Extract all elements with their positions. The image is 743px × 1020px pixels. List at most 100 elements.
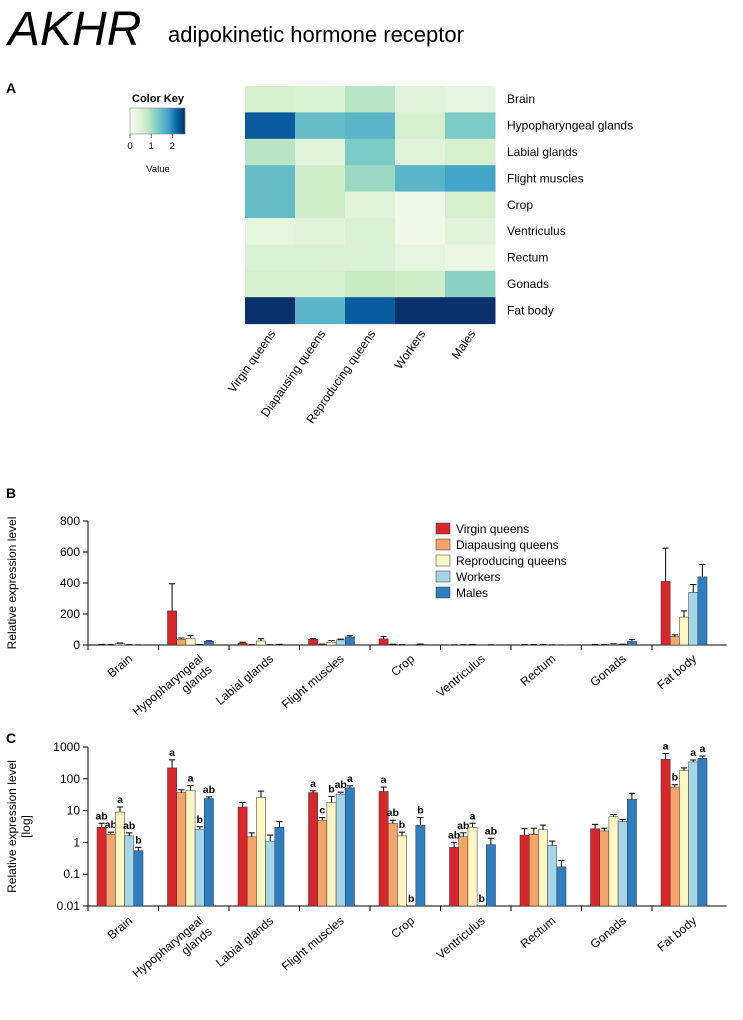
- bar-fat-body-workers: [688, 761, 699, 907]
- heatmap-cell-flight-muscles-diapausing-queens: [295, 165, 346, 193]
- heatmap-cell-gonads-males: [445, 270, 496, 298]
- significance-letter: c: [319, 805, 325, 817]
- color-key-tick-label: 1: [149, 141, 154, 152]
- bar-brain-reproducing-queens: [115, 643, 125, 646]
- color-key-gradient-step: [182, 108, 184, 134]
- bar-flight-muscles-virgin-queens: [308, 792, 318, 907]
- color-key-gradient-step: [136, 108, 138, 134]
- heatmap-cell-gonads-virgin-queens: [245, 270, 296, 298]
- bar-labial-glands-virgin-queens: [237, 806, 248, 907]
- heatmap-column-label: Virgin queens: [225, 327, 278, 395]
- heatmap-column-label: Workers: [391, 327, 428, 371]
- heatmap-cell-flight-muscles-reproducing-queens: [345, 165, 396, 193]
- x-tick-label-line: Ventriculus: [434, 652, 488, 700]
- color-key-gradient-step: [183, 108, 185, 134]
- heatmap-cell-rectum-virgin-queens: [245, 244, 296, 272]
- x-tick-label: Brain: [105, 652, 135, 681]
- x-tick-label-line: Crop: [388, 913, 417, 941]
- heatmap-cell-rectum-diapausing-queens: [295, 244, 346, 272]
- color-key-gradient-step: [181, 108, 183, 134]
- legend-label: Reproducing queens: [456, 554, 567, 568]
- heatmap-cell-rectum-workers: [395, 244, 446, 272]
- color-key-gradient-step: [156, 108, 158, 134]
- color-key-gradient-step: [170, 108, 172, 134]
- heatmap-cell-fat-body-males: [445, 297, 496, 325]
- x-tick-label-line: Gonads: [587, 652, 628, 690]
- color-key-gradient-step: [139, 108, 141, 134]
- bar-chart-log: 0.01 0.1 1 10 100 1000 Relative expression lev…: [5, 740, 727, 980]
- bar-ventriculus-males: [486, 844, 496, 907]
- x-tick-label: Labial glands: [213, 914, 276, 970]
- y-tick-label: 1: [73, 835, 80, 849]
- x-tick-label-line: Flight muscles: [279, 914, 347, 974]
- bar-labial-glands-workers: [265, 840, 276, 907]
- color-key-gradient-step: [137, 108, 139, 134]
- color-key-gradient-step: [152, 108, 154, 134]
- gene-description: adipokinetic hormone receptor: [168, 22, 464, 47]
- significance-letter: a: [381, 774, 387, 786]
- heatmap: Brain Hypopharyngeal glands Labial glands F…: [225, 86, 633, 426]
- heatmap-cell-rectum-males: [445, 244, 496, 272]
- bar-gonads-diapausing-queens: [599, 830, 610, 907]
- color-key-gradient-step: [143, 108, 145, 134]
- y-tick-label: 0.01: [57, 899, 81, 913]
- bar-rectum-reproducing-queens: [538, 829, 548, 907]
- bar-flight-muscles-virgin-queens: [308, 639, 318, 646]
- bar-crop-virgin-queens: [378, 638, 389, 646]
- bar-fat-body-virgin-queens: [660, 759, 671, 907]
- bar-crop-males: [415, 824, 426, 907]
- bar-ventriculus-virgin-queens: [449, 847, 459, 907]
- heatmap-cell-labial-glands-reproducing-queens: [345, 138, 396, 166]
- bar-chart-linear: 0 200 400 600 800 Relative expression level Br…: [5, 514, 727, 730]
- bar-rectum-virgin-queens: [519, 834, 530, 907]
- bar-fat-body-virgin-queens: [660, 581, 671, 646]
- bar-gonads-workers: [617, 821, 628, 907]
- bar-ventriculus-diapausing-queens: [458, 836, 469, 907]
- bar-hypopharyngeal-glands-males: [204, 641, 214, 646]
- color-key-gradient-step: [175, 108, 177, 134]
- color-key-frame: [129, 107, 186, 135]
- color-key-title: Color Key: [132, 93, 185, 105]
- bar-hypopharyngeal-glands-workers: [194, 828, 205, 907]
- color-key-gradient-step: [147, 108, 149, 134]
- bar-labial-glands-diapausing-queens: [246, 836, 257, 907]
- heatmap-cell-hypopharyngeal-glands-males: [445, 112, 496, 140]
- x-tick-label: Gonads: [587, 914, 628, 952]
- x-tick-label: Ventriculus: [434, 652, 488, 700]
- heatmap-cell-brain-virgin-queens: [245, 86, 296, 113]
- heatmap-cell-labial-glands-workers: [395, 138, 446, 166]
- y-tick-label: 400: [60, 576, 80, 590]
- bar-crop-diapausing-queens: [387, 823, 398, 907]
- significance-letter: b: [408, 893, 414, 905]
- significance-letter: a: [169, 747, 175, 759]
- heatmap-cell-flight-muscles-virgin-queens: [245, 165, 296, 193]
- heatmap-cell-hypopharyngeal-glands-workers: [395, 112, 446, 140]
- legend-swatch-virgin-queens: [435, 522, 451, 535]
- bar-hypopharyngeal-glands-diapausing-queens: [176, 639, 187, 646]
- bar-flight-muscles-diapausing-queens: [317, 819, 328, 907]
- legend-swatch-reproducing-queens: [435, 554, 451, 567]
- bar-hypopharyngeal-glands-diapausing-queens: [176, 792, 187, 907]
- significance-letter: a: [699, 743, 705, 755]
- significance-letter: a: [310, 778, 316, 790]
- heatmap-row-label: Gonads: [507, 277, 549, 291]
- color-key-gradient-step: [153, 108, 155, 134]
- legend-label: Workers: [456, 570, 500, 584]
- x-tick-label-line: Brain: [105, 652, 135, 681]
- x-tick-label: Brain: [105, 914, 135, 943]
- color-key-gradient-step: [155, 108, 157, 134]
- bar-fat-body-diapausing-queens: [669, 786, 680, 907]
- heatmap-cell-fat-body-workers: [395, 297, 446, 325]
- significance-letter: a: [117, 794, 123, 806]
- legend-label: Males: [456, 586, 488, 600]
- x-tick-label: Crop: [388, 913, 417, 941]
- x-tick-label: Fat body: [654, 914, 699, 955]
- bar-gonads-males: [627, 798, 637, 907]
- bar-flight-muscles-males: [345, 787, 355, 907]
- significance-letter: ab: [448, 829, 460, 841]
- bar-hypopharyngeal-glands-virgin-queens: [167, 767, 177, 907]
- color-key-tick-label: 0: [127, 141, 132, 152]
- color-key-gradient-step: [166, 108, 168, 134]
- heatmap-cell-hypopharyngeal-glands-virgin-queens: [245, 112, 296, 140]
- x-tick-label: Hypopharyngealglands: [130, 652, 215, 730]
